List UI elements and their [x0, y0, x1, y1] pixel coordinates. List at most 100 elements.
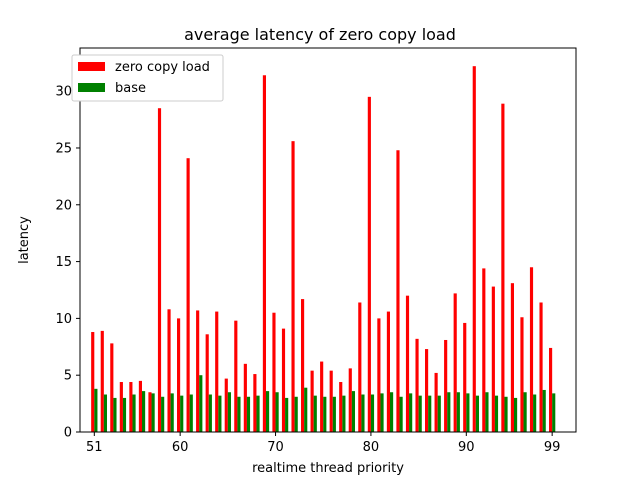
- bar-base-61: [189, 394, 193, 432]
- bar-base-83: [399, 396, 403, 432]
- x-axis-ticks: 51 60 70 80 90 99: [86, 432, 560, 455]
- y-tick-label-15: 15: [55, 255, 72, 270]
- x-tick-label-51: 51: [86, 440, 103, 455]
- bar-zero-copy-load-72: [291, 141, 295, 432]
- bar-base-75: [323, 396, 327, 432]
- bar-base-96: [523, 392, 527, 432]
- legend-swatch-zero-copy-load: [78, 62, 105, 71]
- x-tick-label-80: 80: [363, 440, 380, 455]
- bar-zero-copy-load-51: [91, 332, 95, 432]
- bar-base-69: [266, 391, 270, 432]
- bar-base-57: [151, 393, 155, 432]
- bar-zero-copy-load-58: [157, 108, 162, 433]
- bar-zero-copy-load-57: [148, 392, 152, 432]
- bar-zero-copy-load-71: [281, 328, 286, 432]
- bar-base-86: [428, 395, 432, 432]
- bar-zero-copy-load-87: [434, 372, 438, 432]
- bar-base-82: [390, 392, 394, 432]
- bar-base-67: [246, 396, 251, 432]
- bar-base-52: [103, 394, 107, 432]
- bar-zero-copy-load-95: [510, 283, 514, 432]
- bar-base-64: [218, 395, 222, 432]
- bar-base-73: [304, 387, 308, 432]
- chart-title: average latency of zero copy load: [184, 25, 456, 44]
- bar-base-99: [552, 393, 556, 432]
- bar-base-58: [161, 396, 165, 432]
- bar-zero-copy-load-78: [348, 368, 352, 432]
- bar-base-62: [199, 375, 203, 432]
- y-tick-label-25: 25: [55, 141, 72, 156]
- bar-zero-copy-load-65: [224, 378, 228, 432]
- bar-zero-copy-load-54: [119, 382, 123, 432]
- bar-base-95: [514, 397, 518, 432]
- bar-zero-copy-load-83: [396, 150, 400, 432]
- bar-base-60: [180, 395, 184, 432]
- bar-zero-copy-load-70: [272, 312, 276, 432]
- bar-zero-copy-load-93: [491, 286, 495, 432]
- bar-base-70: [275, 392, 279, 432]
- bar-zero-copy-load-66: [234, 320, 238, 432]
- y-axis-ticks: 0 5 10 15 20 25 30: [55, 85, 80, 441]
- bar-base-91: [475, 395, 479, 432]
- bar-zero-copy-load-55: [129, 382, 133, 432]
- bar-base-98: [542, 389, 546, 432]
- x-tick-label-99: 99: [544, 440, 561, 455]
- bar-zero-copy-load-60: [177, 318, 181, 432]
- bar-zero-copy-load-90: [463, 322, 467, 432]
- bar-base-84: [409, 393, 413, 432]
- bar-zero-copy-load-82: [386, 311, 390, 432]
- legend-label-base: base: [115, 81, 146, 96]
- bar-base-77: [342, 395, 346, 432]
- x-tick-label-70: 70: [267, 440, 284, 455]
- bar-zero-copy-load-52: [100, 330, 104, 432]
- bar-base-94: [504, 396, 508, 432]
- x-tick-label-90: 90: [458, 440, 475, 455]
- x-tick-label-60: 60: [172, 440, 189, 455]
- bar-base-81: [380, 393, 384, 432]
- bar-zero-copy-load-67: [243, 363, 247, 432]
- bar-zero-copy-load-91: [472, 66, 476, 433]
- bar-zero-copy-load-99: [549, 347, 553, 432]
- bar-zero-copy-load-79: [358, 302, 362, 432]
- bar-zero-copy-load-94: [501, 103, 505, 433]
- bar-zero-copy-load-86: [425, 349, 429, 432]
- bar-base-54: [122, 397, 127, 432]
- bar-zero-copy-load-84: [405, 295, 410, 432]
- y-axis-label: latency: [17, 216, 32, 264]
- bar-zero-copy-load-81: [377, 318, 381, 432]
- bar-base-87: [437, 395, 441, 432]
- bar-base-88: [447, 392, 451, 432]
- bar-zero-copy-load-85: [415, 338, 419, 432]
- bar-base-78: [351, 391, 355, 432]
- bar-zero-copy-load-53: [110, 343, 114, 432]
- legend-box: [71, 54, 224, 102]
- bar-base-63: [208, 394, 212, 432]
- bar-zero-copy-load-98: [539, 302, 543, 432]
- bar-zero-copy-load-59: [167, 309, 171, 432]
- bar-base-93: [494, 395, 499, 432]
- bar-base-71: [285, 397, 289, 432]
- bar-zero-copy-load-62: [196, 310, 200, 432]
- bar-base-85: [418, 395, 422, 432]
- bar-base-92: [485, 392, 489, 432]
- bar-zero-copy-load-97: [529, 267, 534, 432]
- bar-zero-copy-load-80: [367, 96, 371, 432]
- bar-base-90: [466, 393, 470, 432]
- y-tick-label-0: 0: [64, 426, 72, 441]
- bar-base-68: [256, 395, 260, 432]
- bar-zero-copy-load-56: [138, 380, 142, 432]
- bar-zero-copy-load-75: [320, 361, 324, 432]
- zero-copy-bars: [91, 66, 553, 433]
- bar-zero-copy-load-88: [444, 339, 448, 432]
- bar-base-66: [237, 396, 241, 432]
- plot-frame: [79, 47, 577, 433]
- bar-zero-copy-load-77: [339, 382, 343, 432]
- bar-base-51: [94, 388, 98, 432]
- x-axis-label: realtime thread priority: [252, 461, 404, 476]
- bar-base-59: [170, 393, 174, 432]
- bar-zero-copy-load-96: [520, 317, 524, 432]
- bar-base-76: [332, 396, 336, 432]
- bar-zero-copy-load-69: [262, 75, 266, 433]
- bar-zero-copy-load-63: [205, 334, 209, 432]
